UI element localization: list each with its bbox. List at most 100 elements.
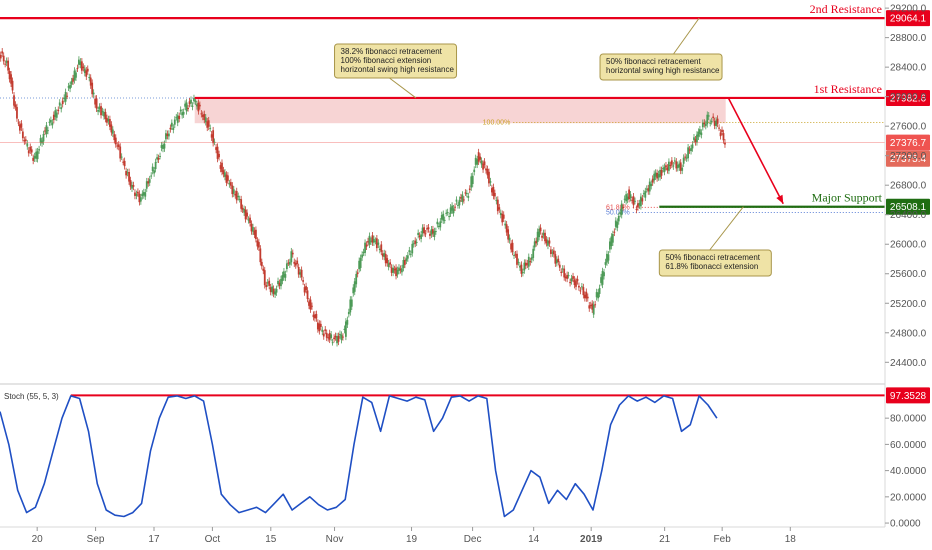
candle-body <box>173 119 176 125</box>
candle-body <box>7 60 10 71</box>
candle-body <box>330 334 333 338</box>
oscillator-tick-label: 80.0000 <box>890 414 927 425</box>
candle-body <box>193 98 195 102</box>
candle-body <box>451 205 453 211</box>
fib-level-label: 61.80% <box>606 204 630 211</box>
candle-body <box>114 137 117 145</box>
candle-body <box>583 294 586 299</box>
candle-body <box>342 336 344 338</box>
candle-body <box>439 221 442 228</box>
candle-body <box>470 176 473 188</box>
oscillator-title: Stoch (55, 5, 3) <box>4 392 59 401</box>
candle-body <box>445 212 448 214</box>
candle-body <box>353 281 356 292</box>
candle-body <box>190 99 192 104</box>
candle-body <box>42 134 45 142</box>
oscillator-tick-label: 40.0000 <box>890 466 927 477</box>
candle-body <box>681 167 684 171</box>
candle-body <box>623 198 626 200</box>
candle-body <box>113 134 116 141</box>
candle-body <box>533 241 536 248</box>
candle-body <box>464 192 467 194</box>
candle-body <box>91 82 94 95</box>
time-tick-label: 17 <box>148 534 160 545</box>
candle-body <box>8 71 11 80</box>
callout-text-line: 100% fibonacci extension <box>341 56 432 65</box>
candle-body <box>123 160 126 167</box>
candle-body <box>204 117 207 123</box>
candle-body <box>356 272 359 275</box>
candle-body <box>573 279 576 285</box>
candle-body <box>60 107 63 110</box>
candle-body <box>687 147 689 159</box>
candle-body <box>249 217 251 224</box>
candle-body <box>653 173 656 181</box>
candle-body <box>156 157 158 160</box>
candle-body <box>668 161 670 171</box>
candle-body <box>262 268 265 271</box>
candle-body <box>151 166 154 172</box>
candle-body <box>552 250 555 255</box>
candle-body <box>100 106 102 116</box>
candle-body <box>147 181 150 184</box>
candle-body <box>676 164 679 169</box>
price-tick-label: 26000.0 <box>890 240 927 251</box>
candle-body <box>563 268 566 278</box>
candle-body <box>11 80 14 91</box>
candle-body <box>272 288 275 294</box>
candle-body <box>547 240 549 246</box>
candle-body <box>575 281 577 287</box>
candle-body <box>101 111 104 113</box>
candle-body <box>349 299 352 313</box>
candle-body <box>491 188 493 193</box>
candle-body <box>719 132 722 137</box>
candle-body <box>210 134 213 138</box>
fib-level-label: 50.00% <box>606 210 630 217</box>
candle-body <box>79 61 82 65</box>
candle-body <box>175 117 178 119</box>
candle-body <box>409 253 412 255</box>
candle-body <box>187 108 189 110</box>
candle-body <box>340 334 343 341</box>
candle-body <box>176 115 179 123</box>
candle-body <box>55 112 58 118</box>
candle-body <box>467 196 470 198</box>
candle-body <box>44 130 46 132</box>
candle-body <box>144 192 147 197</box>
candle-body <box>631 199 633 201</box>
candle-body <box>448 216 451 218</box>
candle-body <box>293 261 296 264</box>
candle-body <box>277 280 279 285</box>
candle-body <box>570 278 573 282</box>
candle-body <box>718 127 720 129</box>
candle-body <box>165 133 167 140</box>
candle-body <box>724 142 726 145</box>
callout-box <box>658 249 772 277</box>
candle-body <box>343 328 346 331</box>
candle-body <box>529 261 532 263</box>
candle-body <box>710 121 713 123</box>
fib-level-label: 100.00% <box>483 119 511 126</box>
candle-body <box>198 104 201 107</box>
candle-body <box>716 118 719 124</box>
time-tick-label: 15 <box>265 534 277 545</box>
candle-body <box>499 212 502 216</box>
candle-body <box>458 199 461 206</box>
candle-body <box>54 110 57 118</box>
price-tick-label: 26400.0 <box>890 210 927 221</box>
candle-body <box>520 264 523 274</box>
candle-body <box>23 140 26 142</box>
candle-body <box>628 189 630 200</box>
candle-body <box>159 156 161 158</box>
candle-body <box>415 241 418 243</box>
candle-body <box>544 232 546 242</box>
time-tick-label: Oct <box>205 534 221 545</box>
candle-body <box>616 221 619 228</box>
candle-body <box>386 258 389 264</box>
candle-body <box>591 303 594 310</box>
candle-body <box>250 223 253 232</box>
candle-body <box>0 54 2 59</box>
candle-body <box>505 224 508 233</box>
candle-body <box>635 208 638 210</box>
